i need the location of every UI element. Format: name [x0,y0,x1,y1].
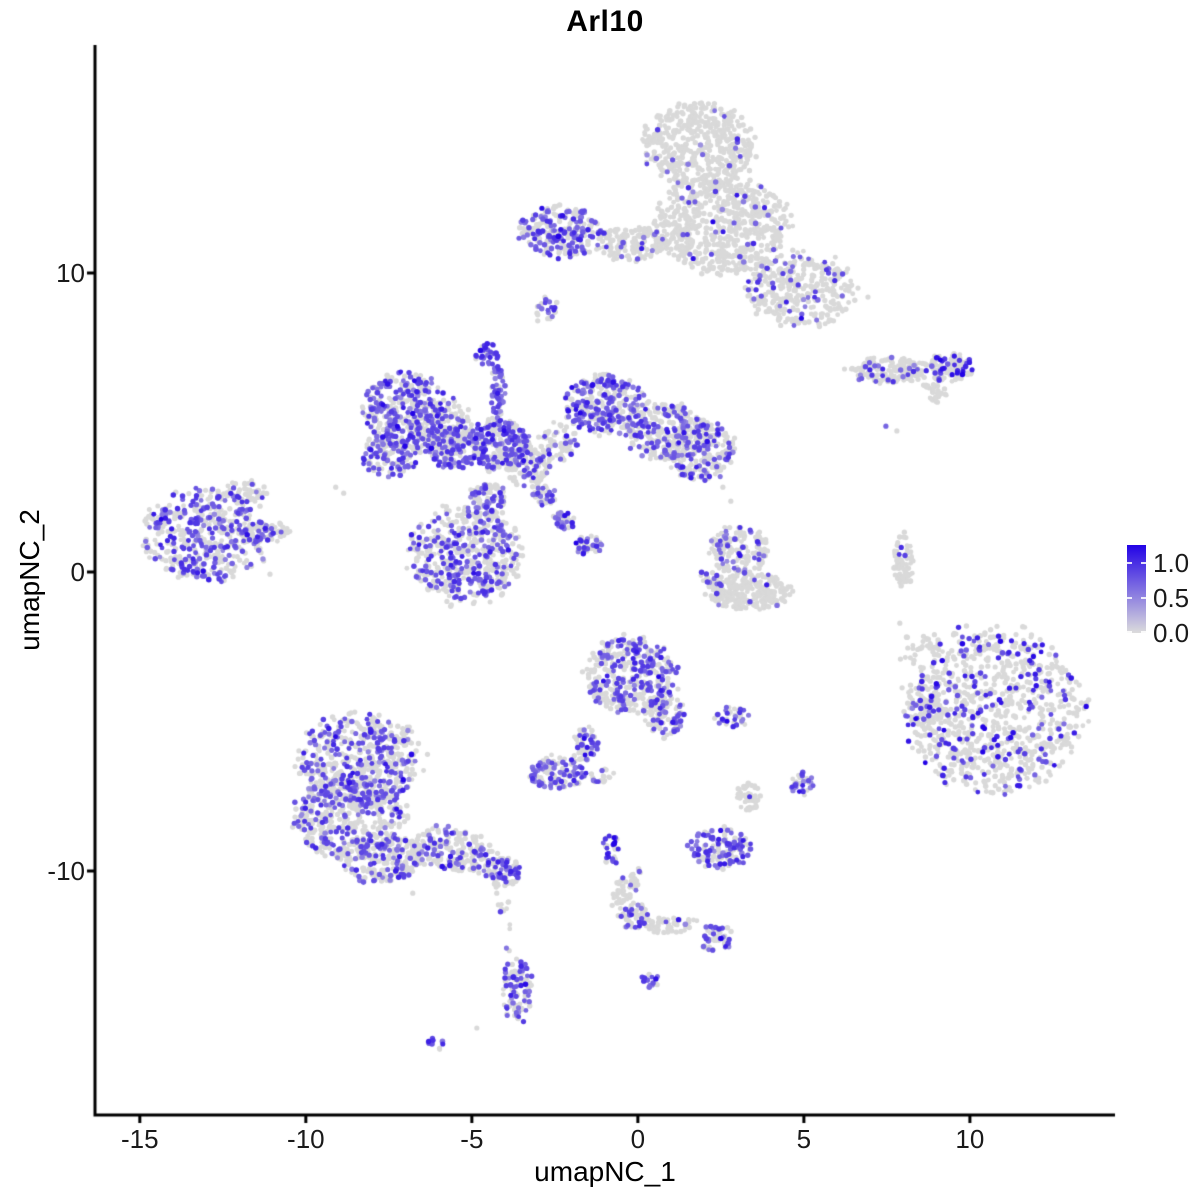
x-tick-label: -15 [121,1124,159,1154]
x-tick-label: 5 [796,1124,812,1154]
y-tick-label: -10 [47,856,85,887]
y-tick-label: 10 [56,258,85,289]
y-tick-label: 0 [70,557,85,588]
plot-title: Arl10 [566,5,644,38]
x-tick-label: -5 [460,1124,484,1154]
x-axis-title: umapNC_1 [534,1156,676,1187]
x-tick-label: -10 [287,1124,325,1154]
x-tick-label: 0 [630,1124,646,1154]
x-tick-label: 10 [955,1124,985,1154]
